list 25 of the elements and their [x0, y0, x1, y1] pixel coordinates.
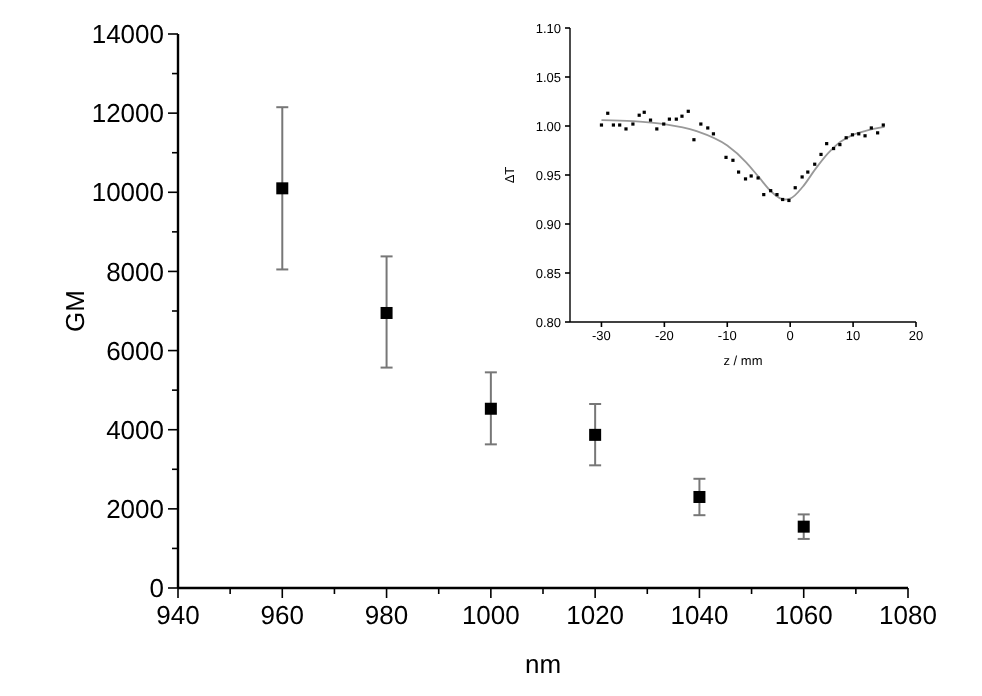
x-tick-label: 1040 [670, 600, 729, 630]
x-tick-label: 980 [364, 600, 409, 630]
x-tick-label: 960 [260, 600, 304, 630]
point [276, 182, 289, 195]
y-axis-title: GM [60, 290, 91, 332]
x-tick-label: 1060 [774, 600, 833, 630]
y-tick-label: 2000 [106, 493, 164, 524]
y-tick-label: 6000 [106, 335, 164, 366]
y-tick-label: 4000 [106, 414, 164, 445]
y-tick-label: 12000 [91, 98, 164, 129]
y-tick-label: 14000 [91, 19, 164, 50]
x-tick-label: 940 [156, 600, 200, 630]
point [484, 402, 497, 415]
y-tick-label: 0 [149, 573, 164, 604]
point [797, 520, 810, 533]
y-tick-label: 8000 [106, 256, 164, 287]
point [589, 428, 602, 441]
x-axis-title: nm [524, 649, 562, 680]
point [380, 306, 393, 319]
line-series [600, 119, 886, 201]
x-tick-label: 1020 [566, 600, 625, 630]
y-tick-label: 10000 [91, 177, 164, 208]
point [693, 490, 706, 503]
x-tick-label: 1080 [879, 600, 937, 630]
x-tick-label: 1000 [461, 600, 520, 630]
